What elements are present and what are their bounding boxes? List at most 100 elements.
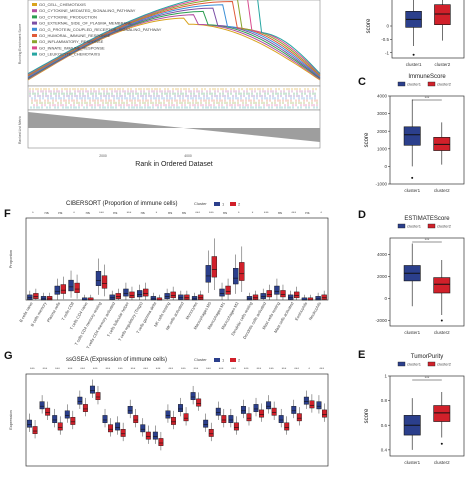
gsea-legend-swatch xyxy=(32,3,37,6)
plot-frame xyxy=(389,237,465,327)
legend-title: Cluster xyxy=(194,357,207,362)
y-axis-label: score xyxy=(364,408,370,423)
significance-label: ns xyxy=(305,210,309,215)
significance-label: * xyxy=(252,210,254,215)
significance-label: *** xyxy=(168,366,173,371)
legend-swatch xyxy=(427,81,436,87)
significance-label: *** xyxy=(30,366,35,371)
legend-swatch xyxy=(397,81,406,87)
gsea-curve xyxy=(27,0,321,77)
group-box xyxy=(136,290,143,298)
group-box xyxy=(266,401,272,410)
significance-label: *** xyxy=(99,210,104,215)
gsea-legend-label: GO_EXTERNAL_SIDE_OF_PLASMA_MEMBRANE xyxy=(39,21,132,26)
box-cluster2 xyxy=(434,4,451,25)
significance-label: *** xyxy=(206,366,211,371)
group-box xyxy=(143,288,149,297)
legend-swatch xyxy=(230,358,236,362)
y-tick-label: 0 xyxy=(386,24,389,29)
box-panel-tumorpurity: 0.4 0.6 0.8 1 score TumorPurity cluster1 cluste… xyxy=(364,354,465,465)
gsea-enrichment-curves xyxy=(27,0,321,81)
significance-label: * xyxy=(320,210,322,215)
legend-label: cluster1 xyxy=(407,82,422,87)
significance-label: * xyxy=(308,366,310,371)
group-box xyxy=(239,262,245,281)
group-box xyxy=(225,285,231,295)
y-tick-label: 1000 xyxy=(377,146,388,151)
group-box xyxy=(89,385,95,394)
group-box xyxy=(82,404,88,412)
group-box xyxy=(140,424,146,433)
significance-label: *** xyxy=(256,366,261,371)
y-tick-label: 0 xyxy=(384,296,387,301)
group-box xyxy=(315,296,321,301)
group-box xyxy=(164,293,170,299)
significance-label: *** xyxy=(131,366,136,371)
group-box xyxy=(228,415,234,423)
significance-label: *** xyxy=(291,210,296,215)
group-box xyxy=(129,291,135,299)
group-box xyxy=(322,409,327,418)
significance-label: *** xyxy=(294,366,299,371)
group-box xyxy=(165,410,171,419)
gsea-legend-label: GO_HUMORAL_IMMUNE_RESPONSE xyxy=(39,33,111,38)
group-box xyxy=(109,294,115,300)
panel-title: TumorPurity xyxy=(411,354,443,360)
significance-label: *** xyxy=(319,366,324,371)
group-box xyxy=(120,429,126,437)
group-box xyxy=(184,294,190,300)
x-tick-label: cluster2 xyxy=(435,62,451,67)
group-box xyxy=(284,422,290,431)
significance-label: *** xyxy=(80,366,85,371)
group-box xyxy=(278,415,284,423)
x-tick-label: Eosinophils xyxy=(294,301,309,321)
group-box xyxy=(60,284,67,294)
significance-label: *** xyxy=(209,210,214,215)
x-tick-label: cluster1 xyxy=(404,188,420,193)
gsea-curve xyxy=(27,0,321,75)
group-box xyxy=(115,422,121,431)
group-box xyxy=(252,294,259,300)
significance-label: * xyxy=(73,210,75,215)
gsea-curve xyxy=(27,4,321,78)
group-box xyxy=(266,290,272,298)
significance-label: * xyxy=(156,210,158,215)
outlier-point xyxy=(412,53,415,56)
legend-label: 1 xyxy=(222,202,225,207)
group-box xyxy=(68,279,74,292)
x-tick-label: cluster1 xyxy=(404,460,420,465)
x-tick-label: T cells CD8 xyxy=(60,300,75,321)
gsea-curve xyxy=(27,14,321,80)
panel-title: ImmuneScore xyxy=(408,74,446,80)
y-tick-label: 3000 xyxy=(377,111,388,116)
legend-label: 2 xyxy=(238,358,241,363)
box-cluster1 xyxy=(403,126,421,146)
significance-label: *** xyxy=(269,366,274,371)
legend-title: Cluster xyxy=(194,201,207,206)
significance-label: ns xyxy=(278,210,282,215)
gsea-legend-swatch xyxy=(32,9,37,13)
significance-label: ns xyxy=(168,210,172,215)
group-box xyxy=(196,398,202,407)
gsea-y-label-bottom: Ranked List Metric xyxy=(18,116,22,144)
significance-label: ns xyxy=(223,210,227,215)
significance-label: ns xyxy=(113,210,117,215)
gsea-curve xyxy=(27,7,321,79)
gsea-ranked-metric xyxy=(28,112,320,142)
panel-letter-d: D xyxy=(358,209,366,221)
significance-label: *** xyxy=(219,366,224,371)
group-box xyxy=(178,404,183,412)
y-tick-label: -0.5 xyxy=(381,37,389,42)
legend-label: 1 xyxy=(222,358,225,363)
group-box xyxy=(77,396,83,405)
group-box xyxy=(57,422,63,431)
outlier-point xyxy=(440,319,443,322)
gsea-curve xyxy=(27,0,321,75)
group-box xyxy=(156,297,163,301)
significance-label: *** xyxy=(156,366,161,371)
group-box xyxy=(32,426,38,435)
gsea-hit-marks xyxy=(29,88,318,109)
significance-label: * xyxy=(32,210,34,215)
group-box xyxy=(127,406,133,414)
